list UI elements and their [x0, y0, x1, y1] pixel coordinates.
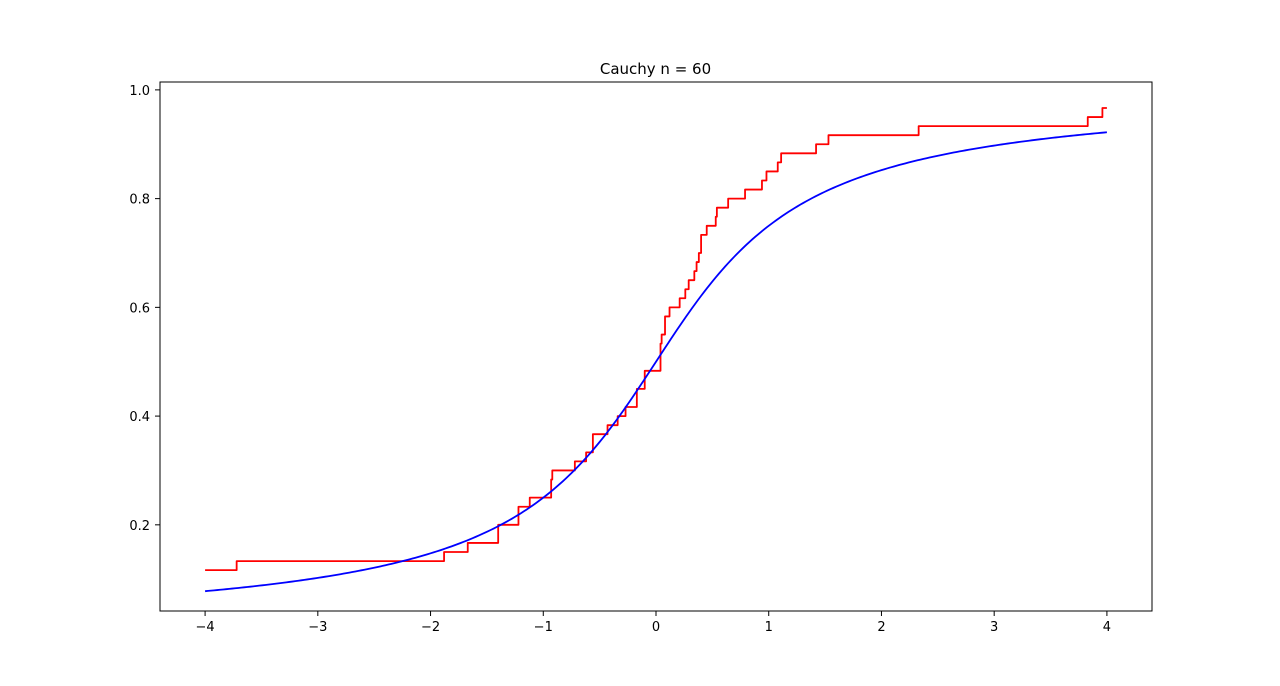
- x-axis: −4 −3 −2 −1 0 1 2 3 4: [196, 611, 1111, 635]
- y-tick-label: 0.4: [129, 410, 150, 425]
- series-layer: [205, 107, 1107, 593]
- empirical-cdf-line: [205, 107, 1107, 572]
- x-tick-label: 2: [877, 620, 885, 635]
- x-tick-label: −4: [196, 620, 215, 635]
- x-tick-label: −3: [308, 620, 327, 635]
- x-tick-label: 4: [1103, 620, 1111, 635]
- x-tick-label: 3: [990, 620, 998, 635]
- y-tick-label: 1.0: [129, 84, 150, 99]
- cauchy-cdf-line: [205, 131, 1107, 593]
- x-tick-label: 1: [765, 620, 773, 635]
- y-tick-label: 0.6: [129, 301, 150, 316]
- x-tick-label: −2: [421, 620, 440, 635]
- x-tick-label: −1: [534, 620, 553, 635]
- chart-title: Cauchy n = 60: [600, 60, 711, 78]
- y-tick-label: 0.8: [129, 193, 150, 208]
- y-tick-label: 0.2: [129, 519, 150, 534]
- y-axis: 0.2 0.4 0.6 0.8 1.0: [129, 84, 160, 534]
- x-tick-label: 0: [652, 620, 660, 635]
